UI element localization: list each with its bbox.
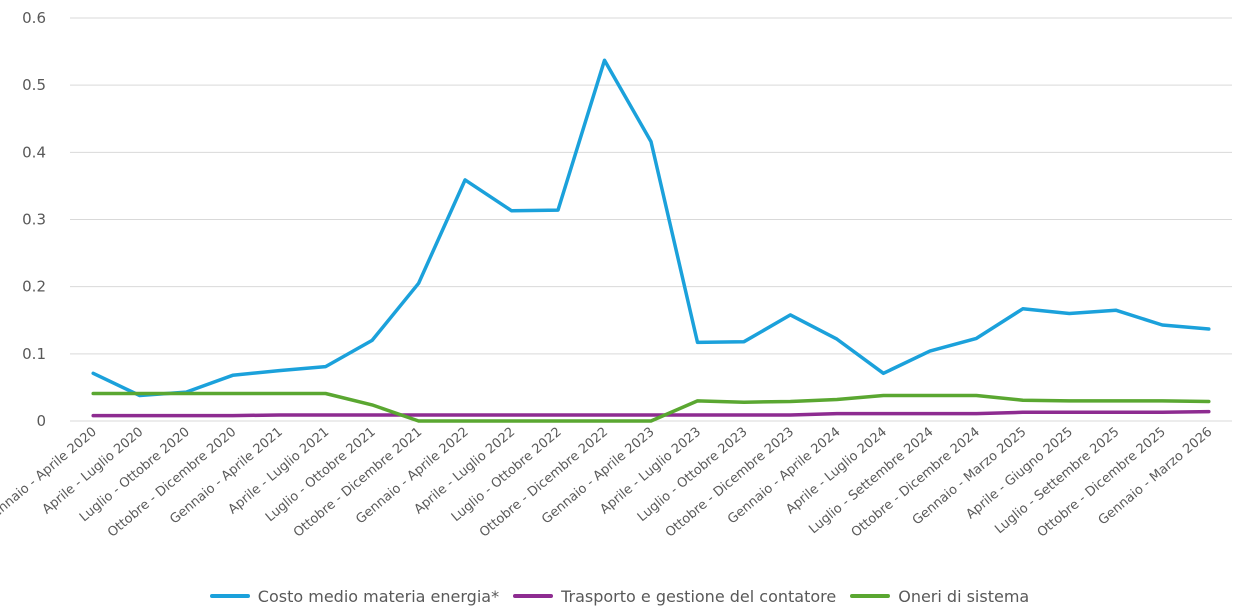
y-tick-label: 0 xyxy=(36,412,46,430)
series-line-costo-medio-materia-energia xyxy=(91,58,1211,398)
series-line-trasporto-e-gestione-del-contatore xyxy=(91,409,1211,418)
y-tick-label: 0.2 xyxy=(22,278,46,296)
legend-swatch-costo-medio xyxy=(209,594,250,598)
series-line-oneri-di-sistema xyxy=(91,391,1211,423)
legend: Costo medio materia energia* Trasporto e… xyxy=(0,585,1239,607)
legend-item-trasporto: Trasporto e gestione del contatore xyxy=(513,587,836,606)
y-axis-ticks: 0 0.1 0.2 0.3 0.4 0.5 0.6 xyxy=(22,9,46,430)
gridlines xyxy=(70,17,1232,422)
y-tick-label: 0.4 xyxy=(22,143,46,161)
legend-label-costo-medio: Costo medio materia energia* xyxy=(257,586,500,606)
y-tick-label: 0.3 xyxy=(22,211,46,229)
legend-item-costo-medio: Costo medio materia energia* xyxy=(209,586,500,606)
legend-swatch-trasporto xyxy=(513,594,554,598)
legend-swatch-oneri xyxy=(850,594,891,598)
legend-label-trasporto: Trasporto e gestione del contatore xyxy=(561,586,837,606)
legend-label-oneri: Oneri di sistema xyxy=(898,586,1030,606)
y-tick-label: 0.5 xyxy=(22,76,46,94)
line-chart: 0 0.1 0.2 0.3 0.4 0.5 0.6 Gennaio - Aprile 202… xyxy=(0,9,1232,541)
legend-item-oneri: Oneri di sistema xyxy=(850,587,1029,606)
y-tick-label: 0.1 xyxy=(22,345,46,363)
y-tick-label: 0.6 xyxy=(22,9,46,27)
series-lines xyxy=(91,58,1211,423)
